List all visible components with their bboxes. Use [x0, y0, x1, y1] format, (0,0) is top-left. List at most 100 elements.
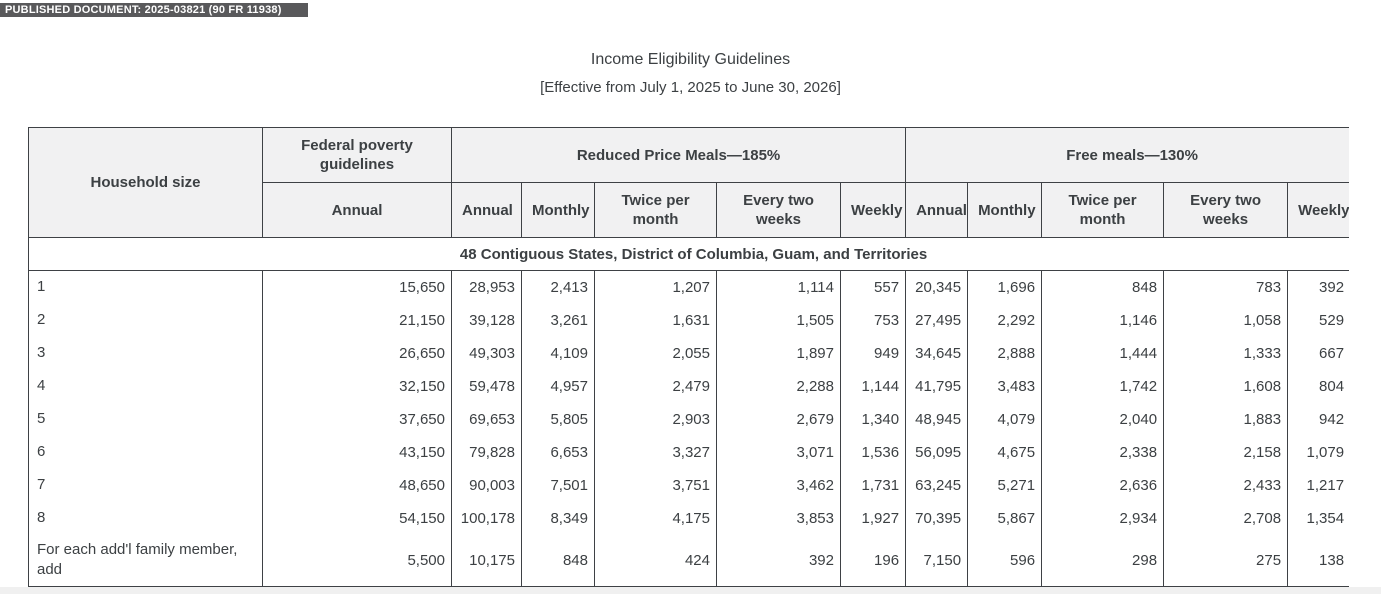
value-cell: 529: [1287, 303, 1349, 337]
value-cell: 1,114: [716, 270, 841, 304]
value-cell: 10,175: [451, 534, 522, 587]
value-cell: 667: [1287, 336, 1349, 370]
value-cell: 2,479: [594, 369, 717, 403]
value-cell: 39,128: [451, 303, 522, 337]
household-size-cell: 8: [28, 501, 263, 535]
value-cell: 557: [839, 270, 907, 304]
household-size-cell: 1: [28, 270, 263, 304]
value-cell: 48,945: [905, 402, 969, 436]
value-cell: 100,178: [451, 501, 522, 535]
table-row: For each add'l family member, add 5,500 10…: [28, 534, 1349, 587]
value-cell: 1,608: [1163, 369, 1289, 403]
value-cell: 63,245: [905, 468, 969, 502]
value-cell: 1,207: [594, 270, 717, 304]
value-cell: 1,354: [1287, 501, 1349, 535]
value-cell: 1,927: [839, 501, 907, 535]
table-row: 8 54,150 100,178 8,349 4,175 3,853 1,927 70,395…: [28, 501, 1349, 535]
value-cell: 1,696: [967, 270, 1043, 304]
value-cell: 2,903: [594, 402, 717, 436]
value-cell: 1,340: [839, 402, 907, 436]
value-cell: 26,650: [262, 336, 452, 370]
value-cell: 43,150: [262, 435, 452, 469]
value-cell: 2,888: [967, 336, 1043, 370]
table-row: 4 32,150 59,478 4,957 2,479 2,288 1,144 41,795 3…: [28, 369, 1349, 403]
value-cell: 5,500: [262, 534, 452, 587]
value-cell: 15,650: [262, 270, 452, 304]
value-cell: 90,003: [451, 468, 522, 502]
badge-row: PUBLISHED DOCUMENT: 2025-03821 (90 FR 11…: [0, 0, 1381, 17]
value-cell: 27,495: [905, 303, 969, 337]
value-cell: 3,462: [716, 468, 841, 502]
value-cell: 2,040: [1041, 402, 1165, 436]
value-cell: 70,395: [905, 501, 969, 535]
value-cell: 2,158: [1163, 435, 1289, 469]
col-group-reduced-price-meals: Reduced Price Meals—185%: [450, 127, 907, 183]
income-eligibility-table: Household size Federal poverty guideline…: [28, 127, 1349, 587]
value-cell: 3,261: [521, 303, 595, 337]
value-cell: 2,288: [716, 369, 841, 403]
value-cell: 275: [1163, 534, 1289, 587]
value-cell: 848: [521, 534, 595, 587]
table-header: Household size Federal poverty guideline…: [28, 127, 1349, 238]
value-cell: 392: [1287, 270, 1349, 304]
value-cell: 1,444: [1041, 336, 1165, 370]
value-cell: 1,742: [1041, 369, 1165, 403]
col-header-reduced-monthly: Monthly: [521, 182, 595, 238]
section-label: 48 Contiguous States, District of Columb…: [28, 237, 1349, 271]
value-cell: 804: [1287, 369, 1349, 403]
value-cell: 2,679: [716, 402, 841, 436]
table-row: 5 37,650 69,653 5,805 2,903 2,679 1,340 48,945 4…: [28, 402, 1349, 436]
table-row: 2 21,150 39,128 3,261 1,631 1,505 753 27,495 2,2…: [28, 303, 1349, 337]
value-cell: 3,853: [716, 501, 841, 535]
col-group-federal-poverty-guidelines: Federal poverty guidelines: [262, 127, 452, 183]
value-cell: 5,271: [967, 468, 1043, 502]
col-header-reduced-weekly: Weekly: [839, 182, 907, 238]
value-cell: 196: [839, 534, 907, 587]
value-cell: 2,292: [967, 303, 1043, 337]
value-cell: 28,953: [451, 270, 522, 304]
value-cell: 4,957: [521, 369, 595, 403]
household-size-cell: 4: [28, 369, 263, 403]
effective-date-subtitle: [Effective from July 1, 2025 to June 30,…: [540, 79, 841, 96]
value-cell: 41,795: [905, 369, 969, 403]
value-cell: 1,631: [594, 303, 717, 337]
document-header: Income Eligibility Guidelines [Effective…: [0, 51, 1381, 96]
value-cell: 2,934: [1041, 501, 1165, 535]
value-cell: 1,333: [1163, 336, 1289, 370]
value-cell: 79,828: [451, 435, 522, 469]
value-cell: 49,303: [451, 336, 522, 370]
value-cell: 1,079: [1287, 435, 1349, 469]
table-row: 3 26,650 49,303 4,109 2,055 1,897 949 34,645 2,8…: [28, 336, 1349, 370]
col-header-free-every-two-weeks: Every two weeks: [1163, 182, 1289, 238]
value-cell: 949: [839, 336, 907, 370]
value-cell: 4,109: [521, 336, 595, 370]
value-cell: 596: [967, 534, 1043, 587]
value-cell: 1,505: [716, 303, 841, 337]
table-row: 6 43,150 79,828 6,653 3,327 3,071 1,536 56,095 4…: [28, 435, 1349, 469]
col-header-reduced-every-two-weeks: Every two weeks: [716, 182, 841, 238]
value-cell: 4,175: [594, 501, 717, 535]
value-cell: 6,653: [521, 435, 595, 469]
value-cell: 32,150: [262, 369, 452, 403]
value-cell: 424: [594, 534, 717, 587]
value-cell: 48,650: [262, 468, 452, 502]
household-size-cell: 3: [28, 336, 263, 370]
value-cell: 3,483: [967, 369, 1043, 403]
value-cell: 848: [1041, 270, 1165, 304]
value-cell: 5,867: [967, 501, 1043, 535]
value-cell: 3,071: [716, 435, 841, 469]
value-cell: 392: [716, 534, 841, 587]
col-header-reduced-annual: Annual: [451, 182, 522, 238]
col-header-household-size: Household size: [28, 127, 263, 238]
value-cell: 1,144: [839, 369, 907, 403]
household-size-cell: For each add'l family member, add: [28, 534, 263, 587]
household-size-cell: 2: [28, 303, 263, 337]
value-cell: 5,805: [521, 402, 595, 436]
col-header-free-twice-per-month: Twice per month: [1041, 182, 1165, 238]
value-cell: 34,645: [905, 336, 969, 370]
value-cell: 20,345: [905, 270, 969, 304]
value-cell: 1,536: [839, 435, 907, 469]
header-group-row: Household size Federal poverty guideline…: [28, 127, 1349, 238]
household-size-cell: 6: [28, 435, 263, 469]
value-cell: 69,653: [451, 402, 522, 436]
